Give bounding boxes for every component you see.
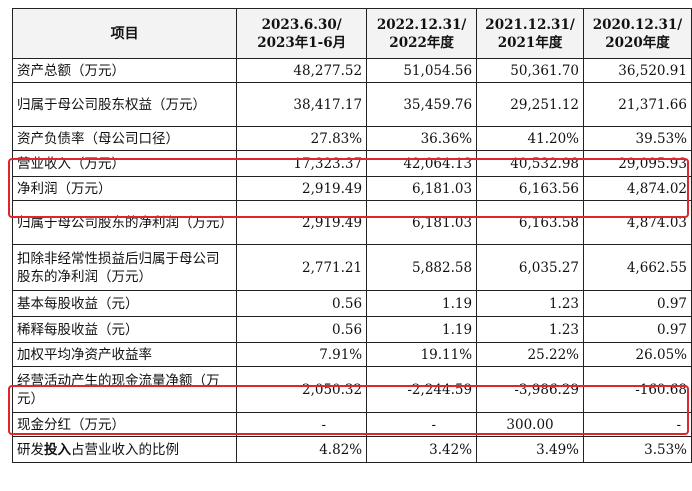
- row-value: -: [236, 412, 368, 437]
- row-value: 1.23: [476, 290, 585, 317]
- row-value: 1.23: [476, 316, 585, 343]
- row-label: 归属于母公司股东的净利润（万元）: [11, 200, 238, 245]
- bold-term: 投入: [44, 441, 71, 458]
- row-value: 36,520.91: [583, 58, 692, 83]
- row-value: 51,054.56: [366, 58, 478, 83]
- row-value: 0.56: [236, 316, 368, 343]
- table-row: 基本每股收益（元） 0.56 1.19 1.23 0.97: [11, 290, 692, 317]
- row-value: 4,874.03: [583, 200, 692, 245]
- row-value: 7.91%: [236, 342, 368, 367]
- table-row: 稀释每股收益（元） 0.56 1.19 1.23 0.97: [11, 316, 692, 343]
- row-value: 3.42%: [366, 436, 478, 463]
- row-value: 0.97: [583, 316, 692, 343]
- row-label: 归属于母公司股东权益（万元）: [11, 82, 238, 127]
- row-value: 35,459.76: [366, 82, 478, 127]
- row-label: 营业收入（万元）: [11, 150, 238, 177]
- row-value: 38,417.17: [236, 82, 368, 127]
- table-row: 加权平均净资产收益率 7.91% 19.11% 25.22% 26.05%: [11, 342, 692, 367]
- row-value: 4,874.02: [583, 176, 692, 201]
- row-label: 扣除非经常性损益后归属于母公司股东的净利润（万元）: [11, 244, 238, 291]
- row-value: 3.49%: [476, 436, 585, 463]
- row-label: 净利润（万元）: [11, 176, 238, 201]
- row-value: 1.19: [366, 316, 478, 343]
- row-value: 4.82%: [236, 436, 368, 463]
- row-value: 6,181.03: [366, 200, 478, 245]
- financial-table: 项目 2023.6.30/2023年1-6月 2022.12.31/2022年度…: [11, 8, 692, 463]
- header-item: 项目: [11, 8, 238, 59]
- row-value: 29,251.12: [476, 82, 585, 127]
- header-period: 2021.12.31/2021年度: [476, 8, 585, 59]
- row-label: 稀释每股收益（元）: [11, 316, 238, 343]
- row-value: -2,244.59: [366, 366, 478, 413]
- row-value: 41.20%: [476, 126, 585, 151]
- row-value: 1.19: [366, 290, 478, 317]
- row-value: 0.97: [583, 290, 692, 317]
- row-value: 29,095.93: [583, 150, 692, 177]
- row-value: 40,532.98: [476, 150, 585, 177]
- row-value: 48,277.52: [236, 58, 368, 83]
- table-row: 经营活动产生的现金流量净额（万元） 2,050.32 -2,244.59 -3,…: [11, 366, 692, 413]
- row-value: -: [583, 412, 692, 437]
- row-value: 25.22%: [476, 342, 585, 367]
- row-value: 300.00: [476, 412, 585, 437]
- row-value: 5,882.58: [366, 244, 478, 291]
- row-value: 50,361.70: [476, 58, 585, 83]
- header-period: 2020.12.31/2020年度: [583, 8, 692, 59]
- table-row: 现金分红（万元） - - 300.00 -: [11, 412, 692, 437]
- row-value: -: [366, 412, 478, 437]
- row-value: 6,163.56: [476, 176, 585, 201]
- row-label: 资产负债率（母公司口径）: [11, 126, 238, 151]
- row-label: 研发投入占营业收入的比例: [11, 436, 238, 463]
- table-row: 研发投入占营业收入的比例 4.82% 3.42% 3.49% 3.53%: [11, 436, 692, 463]
- row-label: 经营活动产生的现金流量净额（万元）: [11, 366, 238, 413]
- row-value: 6,163.58: [476, 200, 585, 245]
- row-label: 现金分红（万元）: [11, 412, 238, 437]
- table-row: 归属于母公司股东权益（万元） 38,417.17 35,459.76 29,25…: [11, 82, 692, 127]
- row-value: 36.36%: [366, 126, 478, 151]
- row-value: -160.68: [583, 366, 692, 413]
- table-row: 营业收入（万元） 17,323.37 42,064.13 40,532.98 2…: [11, 150, 692, 177]
- row-label: 加权平均净资产收益率: [11, 342, 238, 367]
- row-value: 4,662.55: [583, 244, 692, 291]
- row-value: 2,919.49: [236, 176, 368, 201]
- row-value: 6,035.27: [476, 244, 585, 291]
- row-value: 2,919.49: [236, 200, 368, 245]
- row-value: 42,064.13: [366, 150, 478, 177]
- row-value: 0.56: [236, 290, 368, 317]
- row-label: 资产总额（万元）: [11, 58, 238, 83]
- row-value: 2,771.21: [236, 244, 368, 291]
- table-row: 资产总额（万元） 48,277.52 51,054.56 50,361.70 3…: [11, 58, 692, 83]
- row-value: 6,181.03: [366, 176, 478, 201]
- table-row: 归属于母公司股东的净利润（万元） 2,919.49 6,181.03 6,163…: [11, 200, 692, 245]
- header-period: 2023.6.30/2023年1-6月: [236, 8, 368, 59]
- row-value: 39.53%: [583, 126, 692, 151]
- table-row: 净利润（万元） 2,919.49 6,181.03 6,163.56 4,874…: [11, 176, 692, 201]
- row-value: 2,050.32: [236, 366, 368, 413]
- row-value: 27.83%: [236, 126, 368, 151]
- row-value: 26.05%: [583, 342, 692, 367]
- row-value: 19.11%: [366, 342, 478, 367]
- row-value: 21,371.66: [583, 82, 692, 127]
- header-row: 项目 2023.6.30/2023年1-6月 2022.12.31/2022年度…: [11, 8, 692, 59]
- row-value: 3.53%: [583, 436, 692, 463]
- header-period: 2022.12.31/2022年度: [366, 8, 478, 59]
- table-row: 扣除非经常性损益后归属于母公司股东的净利润（万元） 2,771.21 5,882…: [11, 244, 692, 291]
- row-value: -3,986.29: [476, 366, 585, 413]
- row-label: 基本每股收益（元）: [11, 290, 238, 317]
- row-value: 17,323.37: [236, 150, 368, 177]
- table-row: 资产负债率（母公司口径） 27.83% 36.36% 41.20% 39.53%: [11, 126, 692, 151]
